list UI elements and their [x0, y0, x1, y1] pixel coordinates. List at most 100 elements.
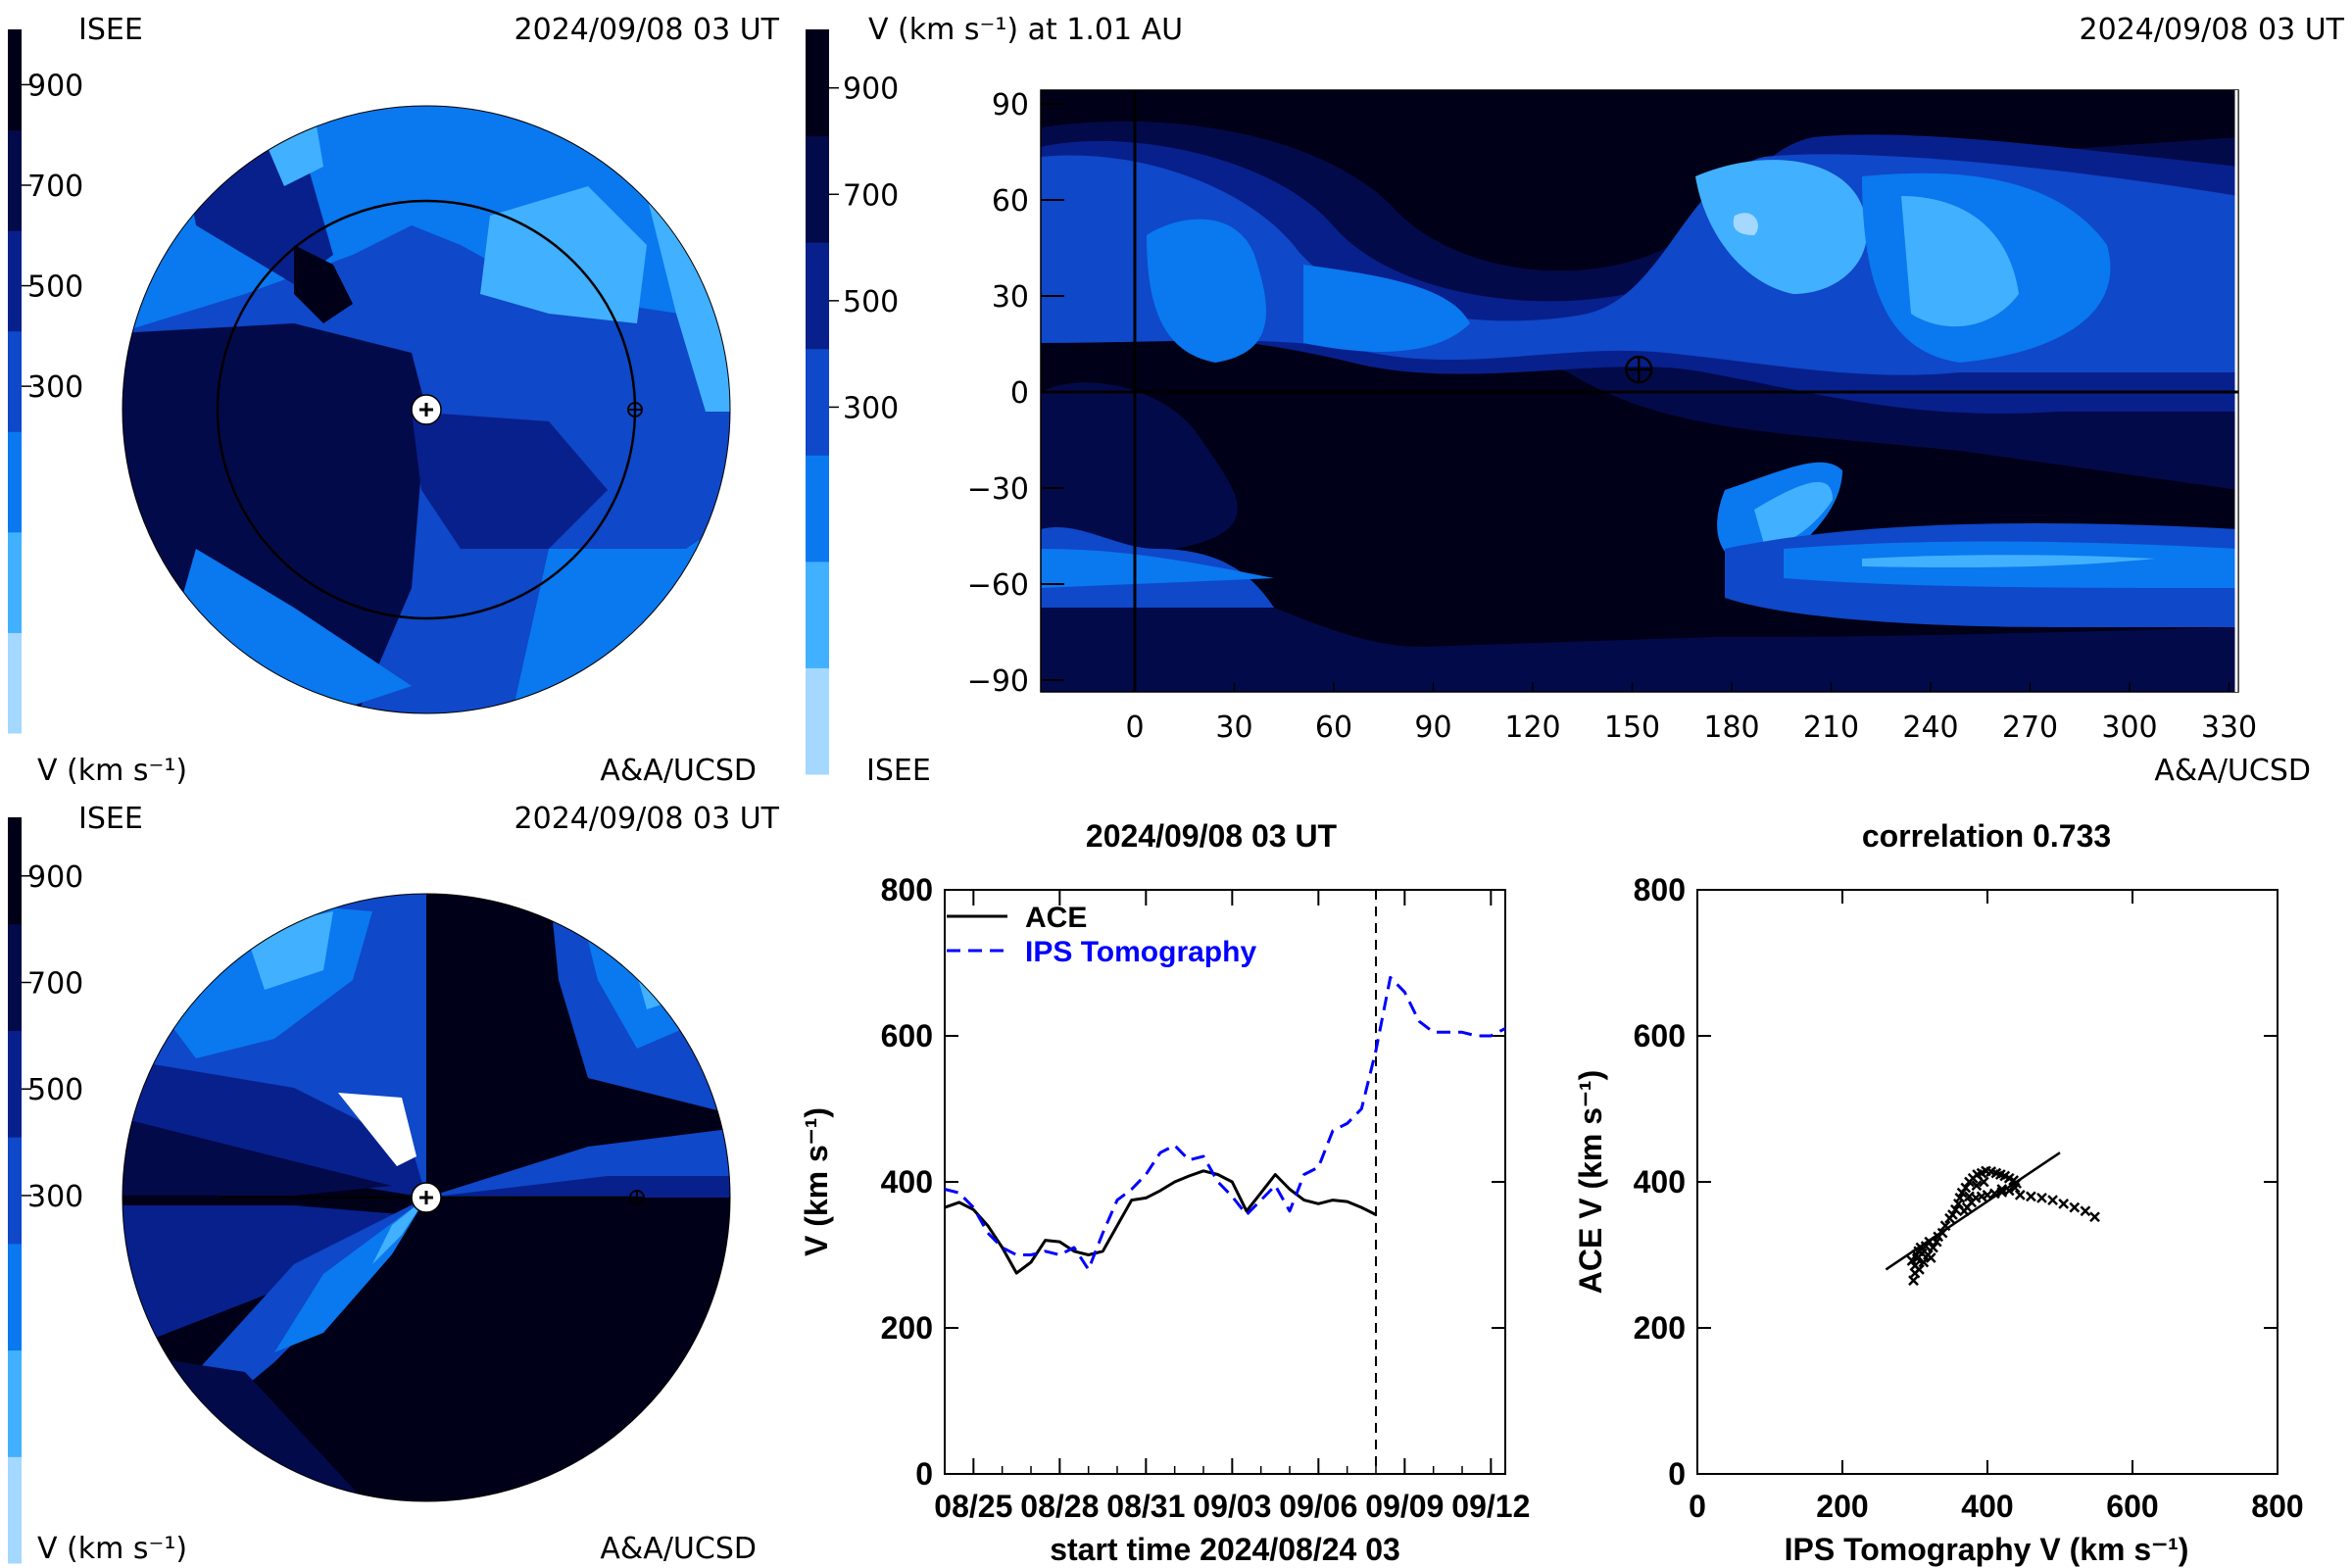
colorbar-tick-label: 700	[27, 170, 83, 204]
colorbar-tick-label: 900	[27, 69, 83, 103]
ts-ytick-label: 200	[881, 1310, 933, 1346]
sc-xtick-label: 800	[2251, 1489, 2303, 1524]
ts-ytick-label: 0	[915, 1456, 933, 1492]
sc-ytick-label: 800	[1634, 872, 1686, 907]
sc-point-stroke	[1939, 1220, 1951, 1232]
sc-point-stroke	[1925, 1252, 1936, 1263]
lon-tick-label: 210	[1803, 710, 1859, 745]
ts-frame	[944, 889, 1506, 1475]
colorbar-tick-label: 500	[27, 270, 83, 305]
sc-point-stroke	[2003, 1172, 2015, 1184]
sc-point-stroke	[1911, 1250, 1922, 1260]
sc-point-stroke	[1994, 1169, 2006, 1180]
sc-point	[1928, 1242, 1938, 1253]
polar-boundary-tl	[122, 105, 731, 714]
credit-tr: A&A/UCSD	[2154, 754, 2311, 788]
ts-xtick-label: 09/09	[1365, 1489, 1444, 1524]
sc-point-stroke	[1964, 1191, 1975, 1202]
lat-tick-label: −30	[967, 472, 1029, 507]
ts-series-ips-tomography	[944, 975, 1506, 1271]
colorbar-band	[8, 1456, 22, 1564]
sc-point	[2036, 1193, 2047, 1203]
colorbar-tick-label: 500	[27, 1073, 83, 1107]
credit-bl: A&A/UCSD	[600, 1532, 757, 1566]
colorbar-band	[8, 1243, 22, 1351]
sc-ticks: 0 200 400 600 800 0 200 400 600 800	[1634, 872, 2304, 1524]
colorbar-tick-label: 500	[843, 285, 899, 319]
ts-ytick-label: 600	[881, 1018, 933, 1054]
earth-icon-map	[1625, 355, 1653, 384]
lon-tick-label: 0	[1125, 710, 1144, 745]
sc-point-stroke	[1918, 1256, 1930, 1268]
sc-point-stroke	[1950, 1203, 1961, 1215]
cb-ticks-tr: 900 700 500 300	[829, 73, 899, 425]
timeseries-panel: 2024/09/08 03 UT 0 200 400 600 800 08/25 08/28…	[799, 818, 1530, 1567]
colorbar-band	[8, 923, 22, 1031]
colorbar-tick-label: 300	[843, 391, 899, 425]
ts-xlabel: start time 2024/08/24 03	[1050, 1532, 1400, 1567]
sc-ylabel: ACE V (km s⁻¹)	[1573, 1070, 1608, 1294]
colorbar-band	[8, 1137, 22, 1245]
sc-point	[2080, 1205, 2091, 1217]
colorbar-band	[8, 817, 22, 925]
colorbar-band	[8, 632, 22, 734]
sc-point-stroke	[2089, 1211, 2100, 1223]
lat-ticks: 90 60 30 0 −30 −60 −90	[967, 88, 1064, 699]
sc-point	[1978, 1176, 1989, 1188]
sc-point-stroke	[1990, 1167, 2002, 1179]
colorbar-tick-label: 300	[27, 370, 83, 405]
sc-xtick-label: 0	[1689, 1489, 1706, 1524]
lon-tick-label: 150	[1604, 710, 1660, 745]
colorbar-band	[806, 455, 829, 563]
colorbar-top-right	[806, 29, 829, 775]
sc-point	[1960, 1182, 1972, 1194]
lon-ticks: 0 30 60 90 120 150 180 210 240 270 300 330	[1125, 682, 2257, 745]
sc-point	[2026, 1191, 2036, 1202]
lat-tick-label: 30	[992, 280, 1029, 315]
colorbar-band	[8, 129, 22, 231]
panel-bottom-left: 900 700 500 300 ISEE 2024/09/08 03 UT V (km…	[8, 802, 780, 1566]
org-label-bl: ISEE	[78, 802, 143, 836]
lon-tick-label: 330	[2201, 710, 2257, 745]
colorbar-band	[806, 135, 829, 243]
sc-point	[1971, 1180, 1983, 1192]
sc-point-stroke	[2080, 1205, 2091, 1217]
polar-boundary-bl	[122, 893, 731, 1502]
colorbar-band	[8, 1030, 22, 1138]
colorbar-band	[806, 242, 829, 350]
colorbar-tick-label: 900	[27, 860, 83, 895]
sc-point-stroke	[1958, 1205, 1970, 1217]
sc-point-stroke	[1999, 1170, 2011, 1182]
ts-series-ace	[944, 1169, 1377, 1275]
sc-point	[1950, 1203, 1961, 1215]
sc-point-stroke	[1989, 1188, 2000, 1200]
lon-tick-label: 60	[1315, 710, 1352, 745]
colorbar-top-left	[8, 29, 22, 734]
sc-ytick-label: 200	[1634, 1310, 1686, 1346]
sc-title: correlation 0.733	[1862, 818, 2111, 854]
ts-xtick-label: 09/06	[1279, 1489, 1357, 1524]
ts-xtick-label: 08/28	[1020, 1489, 1099, 1524]
lon-tick-label: 240	[1902, 710, 1958, 745]
lon-tick-label: 270	[2002, 710, 2058, 745]
colorbar-bottom-left	[8, 817, 22, 1564]
panel-top-left: 900 700 500 300 ISEE 2024/09/08 03 UT V (km…	[8, 13, 780, 788]
ts-legend: ACE IPS Tomography	[947, 902, 1256, 968]
ts-ylabel: V (km s⁻¹)	[799, 1107, 834, 1256]
credit-tl: A&A/UCSD	[600, 754, 757, 788]
colorbar-band	[806, 667, 829, 775]
lat-tick-label: 60	[992, 184, 1029, 219]
lon-tick-label: 120	[1504, 710, 1560, 745]
colorbar-band	[8, 1349, 22, 1457]
sc-ytick-label: 600	[1634, 1018, 1686, 1054]
sc-point-stroke	[1928, 1242, 1938, 1253]
sc-point-stroke	[1978, 1176, 1989, 1188]
sc-ytick-label: 400	[1634, 1164, 1686, 1200]
colorbar-tick-label: 700	[27, 967, 83, 1002]
lon-tick-label: 30	[1215, 710, 1252, 745]
colorbar-band	[8, 330, 22, 432]
ts-ytick-label: 400	[881, 1164, 933, 1200]
sc-frame	[1696, 889, 2278, 1475]
